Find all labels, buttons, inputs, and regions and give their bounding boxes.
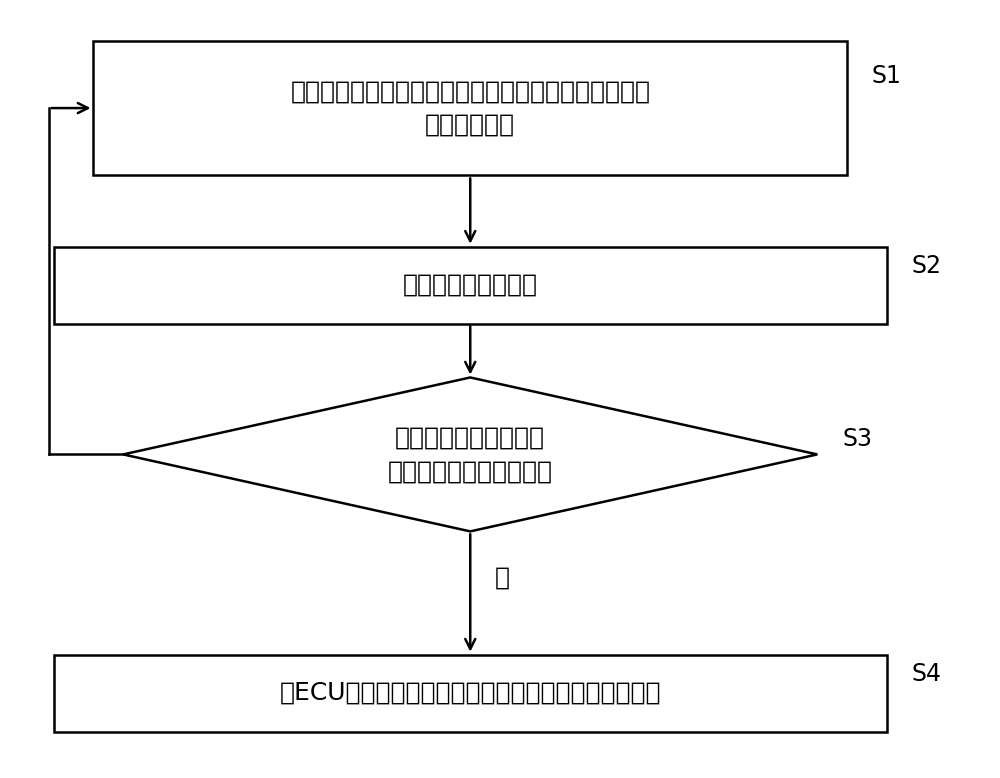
Text: 获取发动机的转速和扭矩，并通过转速和扭矩确定排气
温度参考范围: 获取发动机的转速和扭矩，并通过转速和扭矩确定排气 温度参考范围 bbox=[290, 79, 650, 137]
Text: 判断排气温度检测值是
否在排气温度参考范围内: 判断排气温度检测值是 否在排气温度参考范围内 bbox=[388, 426, 553, 483]
Text: S2: S2 bbox=[912, 254, 942, 279]
Text: S4: S4 bbox=[912, 662, 942, 686]
FancyBboxPatch shape bbox=[93, 40, 847, 175]
Polygon shape bbox=[123, 377, 817, 531]
Text: 向ECU发送外部扭矩请求指令以限制发动机的输出扭矩: 向ECU发送外部扭矩请求指令以限制发动机的输出扭矩 bbox=[280, 681, 661, 705]
Text: 否: 否 bbox=[495, 566, 510, 590]
Text: S3: S3 bbox=[842, 427, 872, 451]
FancyBboxPatch shape bbox=[54, 247, 887, 324]
Text: 获取排气温度检测值: 获取排气温度检测值 bbox=[403, 273, 538, 297]
Text: S1: S1 bbox=[872, 64, 902, 88]
FancyBboxPatch shape bbox=[54, 654, 887, 731]
